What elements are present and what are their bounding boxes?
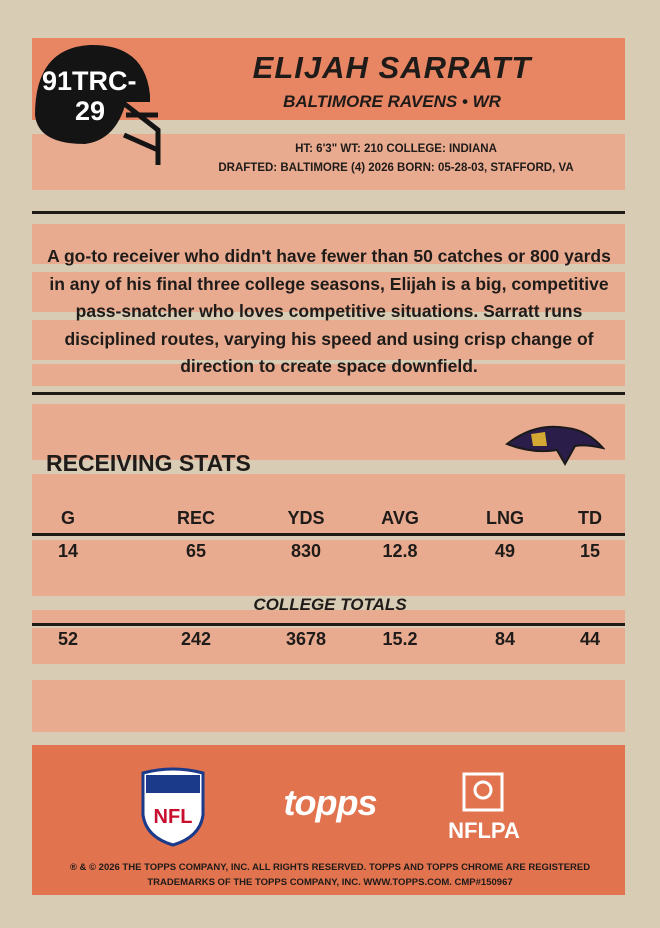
stat-cell: 242 (180, 629, 212, 649)
stats-title: RECEIVING STATS (46, 450, 251, 476)
stripe (32, 474, 625, 534)
stat-header: G (60, 508, 76, 528)
rule (32, 392, 625, 395)
card-number: 91TRC- (42, 66, 137, 96)
stat-cell: 3678 (285, 629, 327, 649)
stat-cell: 49 (494, 541, 516, 561)
helmet-icon (35, 44, 161, 165)
bio-band (32, 134, 625, 190)
stripe (32, 320, 625, 360)
blurb: A go-to receiver who didn't have fewer t… (47, 246, 611, 376)
ravens-logo (505, 425, 605, 467)
stat-cell: 84 (494, 629, 516, 649)
stat-header: LNG (486, 508, 524, 528)
rule (32, 533, 625, 536)
stat-header: AVG (381, 508, 419, 528)
nfl-text: NFL (154, 806, 193, 828)
topps-logo: topps (283, 782, 378, 823)
stat-cell: 830 (290, 541, 322, 561)
stripe (32, 610, 625, 624)
stripe (32, 680, 625, 732)
stat-cell: 12.8 (382, 541, 418, 561)
legal-line: TRADEMARKS OF THE TOPPS COMPANY, INC. WW… (147, 877, 513, 888)
stat-cell: 15 (579, 541, 601, 561)
bio-line: HT: 6'3" WT: 210 COLLEGE: INDIANA (295, 143, 497, 155)
stat-header: REC (176, 508, 216, 528)
rule (32, 211, 625, 214)
stripe (32, 364, 625, 386)
rule (32, 623, 625, 626)
team-position: BALTIMORE RAVENS • WR (283, 92, 501, 111)
nflpa-text: NFLPA (448, 818, 520, 843)
totals-label: COLLEGE TOTALS (253, 595, 407, 614)
stat-cell: 44 (579, 629, 601, 649)
legal-line: ® & © 2026 THE TOPPS COMPANY, INC. ALL R… (69, 862, 591, 873)
stripe (32, 272, 625, 312)
player-name: ELIJAH SARRATT (252, 50, 532, 85)
stat-header: YDS (287, 508, 325, 528)
stat-header: TD (578, 508, 602, 528)
stripe (32, 224, 625, 264)
stripe (32, 628, 625, 664)
stat-cell: 52 (57, 629, 79, 649)
card-number: 29 (75, 96, 106, 126)
stat-cell: 65 (185, 541, 207, 561)
footer-panel (32, 745, 625, 895)
stat-cell: 15.2 (382, 629, 418, 649)
bio-line: DRAFTED: BALTIMORE (4) 2026 BORN: 05-28-… (218, 162, 574, 174)
stat-cell: 14 (57, 541, 79, 561)
stripe (32, 540, 625, 596)
nflpa-icon (462, 772, 504, 812)
nfl-shield: NFL (141, 767, 205, 847)
